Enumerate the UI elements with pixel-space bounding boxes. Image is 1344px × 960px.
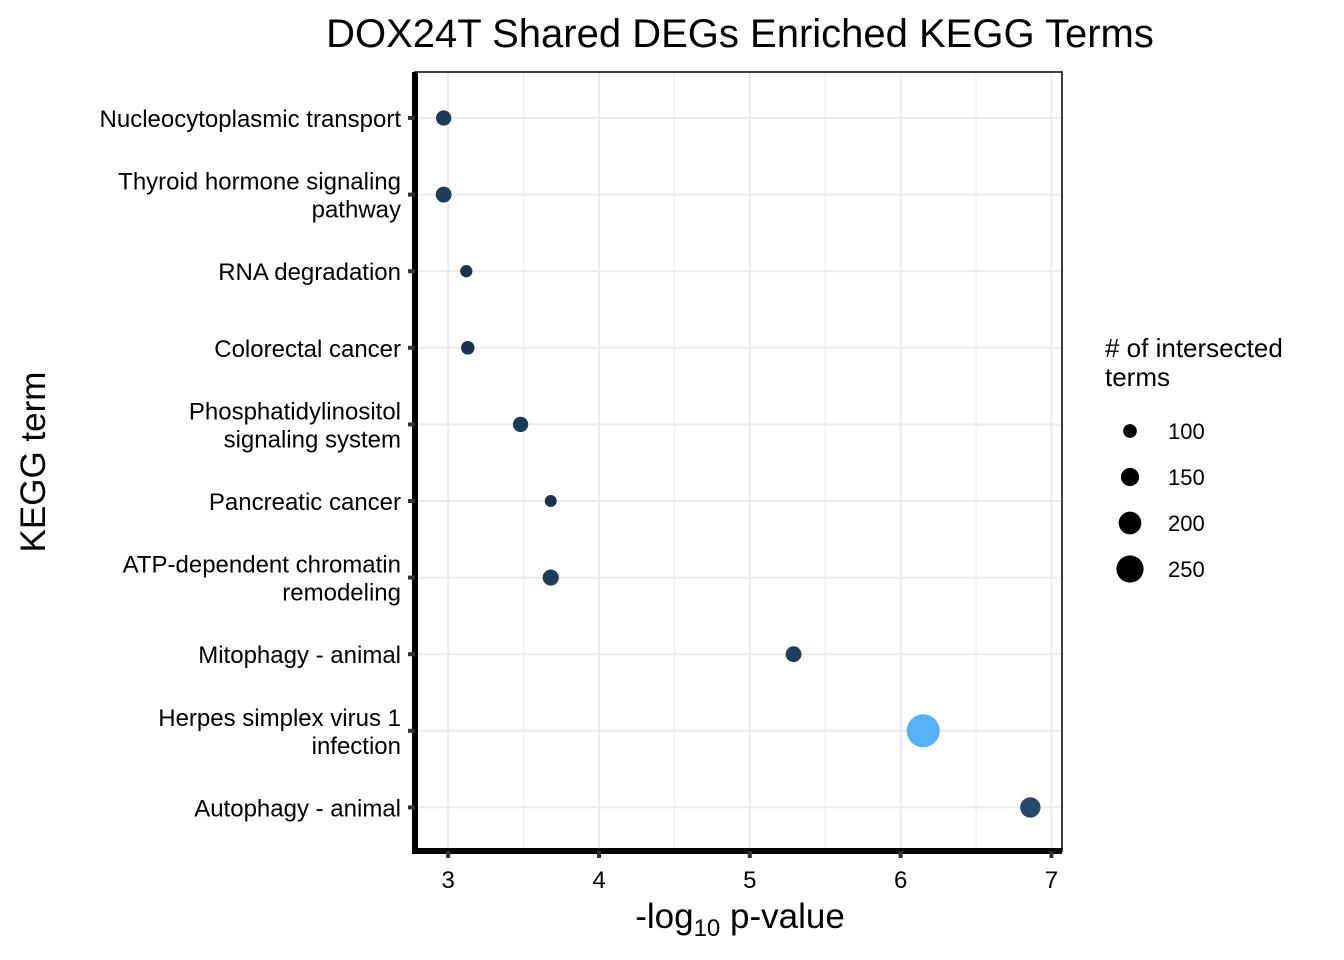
y-tick-label: Mitophagy - animal [198, 642, 401, 669]
data-point [460, 265, 473, 278]
legend-label: 150 [1168, 465, 1205, 490]
data-point [512, 416, 529, 433]
legend-key [1120, 467, 1140, 487]
data-point [461, 341, 475, 355]
legend-key [1118, 511, 1142, 535]
y-tick-label: Pancreatic cancer [209, 489, 401, 516]
size-legend: # of intersected terms 100 150 200 250 [1105, 333, 1283, 583]
y-tick-labels: Nucleocytoplasmic transport Thyroid hormo… [100, 106, 402, 822]
y-tick-label: remodeling [282, 580, 401, 607]
y-tick-label: Nucleocytoplasmic transport [100, 106, 402, 133]
data-point [542, 569, 559, 586]
x-axis-title: -log10 p-value [635, 897, 845, 942]
data-point [544, 495, 557, 507]
y-tick-label: infection [312, 733, 401, 760]
legend-label: 200 [1168, 511, 1205, 536]
data-points [435, 110, 1041, 818]
y-tick-label: Herpes simplex virus 1 [158, 705, 401, 732]
legend-label: 250 [1168, 557, 1205, 582]
legend-key [1116, 555, 1144, 583]
y-tick-label: ATP-dependent chromatin [123, 552, 401, 579]
data-point [785, 646, 802, 663]
y-tick-label: Colorectal cancer [214, 336, 401, 363]
y-tick-label: Phosphatidylinositol [189, 398, 401, 425]
x-tick-label: 7 [1045, 867, 1058, 894]
data-point [1020, 797, 1041, 818]
y-tick-label: signaling system [224, 426, 401, 453]
y-tick-label: Thyroid hormone signaling [118, 169, 401, 196]
x-tick-labels: 3 4 5 6 7 [441, 867, 1058, 894]
panel-border [414, 71, 1063, 852]
x-tick-label: 4 [592, 867, 605, 894]
y-tick-label: RNA degradation [218, 259, 401, 286]
data-point [906, 714, 940, 748]
legend-title: terms [1105, 362, 1170, 392]
chart-title: DOX24T Shared DEGs Enriched KEGG Terms [326, 12, 1154, 56]
x-tick-label: 3 [441, 867, 454, 894]
legend-key [1123, 424, 1137, 438]
data-point [435, 110, 452, 126]
y-axis-title: KEGG term [14, 372, 53, 553]
y-tick-label: Autophagy - animal [194, 795, 401, 822]
grid [415, 72, 1062, 851]
x-tick-label: 5 [743, 867, 756, 894]
legend-label: 100 [1168, 419, 1205, 444]
panel-frame [414, 71, 1063, 852]
data-point [435, 186, 452, 203]
axes [408, 72, 1062, 858]
x-tick-label: 6 [894, 867, 907, 894]
legend-title: # of intersected [1105, 333, 1283, 363]
y-tick-label: pathway [312, 197, 401, 224]
